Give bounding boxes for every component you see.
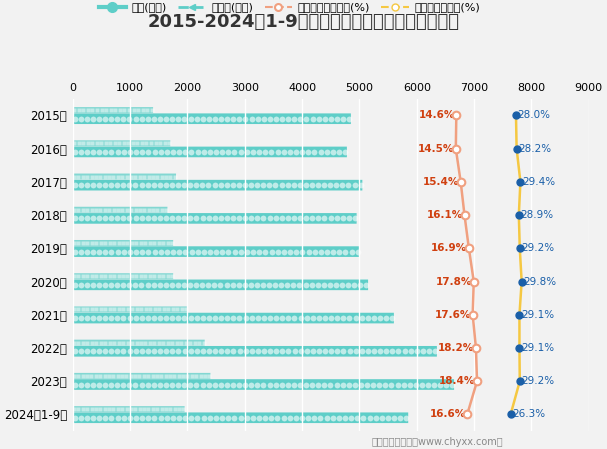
FancyBboxPatch shape	[73, 114, 351, 124]
FancyBboxPatch shape	[73, 140, 171, 146]
Text: 29.4%: 29.4%	[522, 177, 555, 187]
FancyBboxPatch shape	[73, 247, 359, 257]
Text: 18.2%: 18.2%	[438, 343, 475, 353]
Text: 26.3%: 26.3%	[512, 409, 545, 419]
Text: 29.1%: 29.1%	[521, 310, 554, 320]
Text: 29.2%: 29.2%	[521, 243, 554, 253]
FancyBboxPatch shape	[73, 306, 188, 313]
FancyBboxPatch shape	[73, 373, 211, 379]
Text: 16.6%: 16.6%	[430, 409, 466, 419]
FancyBboxPatch shape	[73, 313, 394, 323]
FancyBboxPatch shape	[73, 213, 356, 224]
Text: 29.1%: 29.1%	[521, 343, 554, 353]
Text: 16.9%: 16.9%	[432, 243, 467, 253]
Text: 17.8%: 17.8%	[436, 277, 472, 286]
FancyBboxPatch shape	[73, 406, 185, 412]
Text: 28.0%: 28.0%	[517, 110, 551, 120]
FancyBboxPatch shape	[73, 180, 362, 190]
FancyBboxPatch shape	[73, 107, 153, 113]
FancyBboxPatch shape	[73, 147, 347, 157]
FancyBboxPatch shape	[73, 207, 168, 213]
Text: 29.2%: 29.2%	[521, 376, 554, 386]
Text: 28.2%: 28.2%	[518, 144, 551, 154]
Text: 14.5%: 14.5%	[418, 144, 455, 154]
Text: 16.1%: 16.1%	[427, 210, 463, 220]
Text: 18.4%: 18.4%	[439, 376, 476, 386]
Text: 29.8%: 29.8%	[523, 277, 556, 286]
Text: 2015-2024年1-9月农副食品加工业企业存货统计图: 2015-2024年1-9月农副食品加工业企业存货统计图	[148, 13, 459, 31]
Text: 14.6%: 14.6%	[418, 110, 455, 120]
FancyBboxPatch shape	[73, 240, 173, 246]
FancyBboxPatch shape	[73, 280, 368, 290]
Text: 28.9%: 28.9%	[520, 210, 554, 220]
Text: 15.4%: 15.4%	[423, 177, 459, 187]
FancyBboxPatch shape	[73, 339, 205, 346]
FancyBboxPatch shape	[73, 379, 454, 390]
Text: 制图：智研咨询（www.chyxx.com）: 制图：智研咨询（www.chyxx.com）	[371, 437, 503, 447]
FancyBboxPatch shape	[73, 273, 173, 279]
FancyBboxPatch shape	[73, 174, 176, 180]
Legend: 存货(亿元), 产成品(亿元), 存货占流动资产比(%), 存货占总资产比(%): 存货(亿元), 产成品(亿元), 存货占流动资产比(%), 存货占总资产比(%)	[94, 0, 485, 17]
Text: 17.6%: 17.6%	[435, 310, 471, 320]
FancyBboxPatch shape	[73, 346, 437, 357]
FancyBboxPatch shape	[73, 413, 408, 423]
